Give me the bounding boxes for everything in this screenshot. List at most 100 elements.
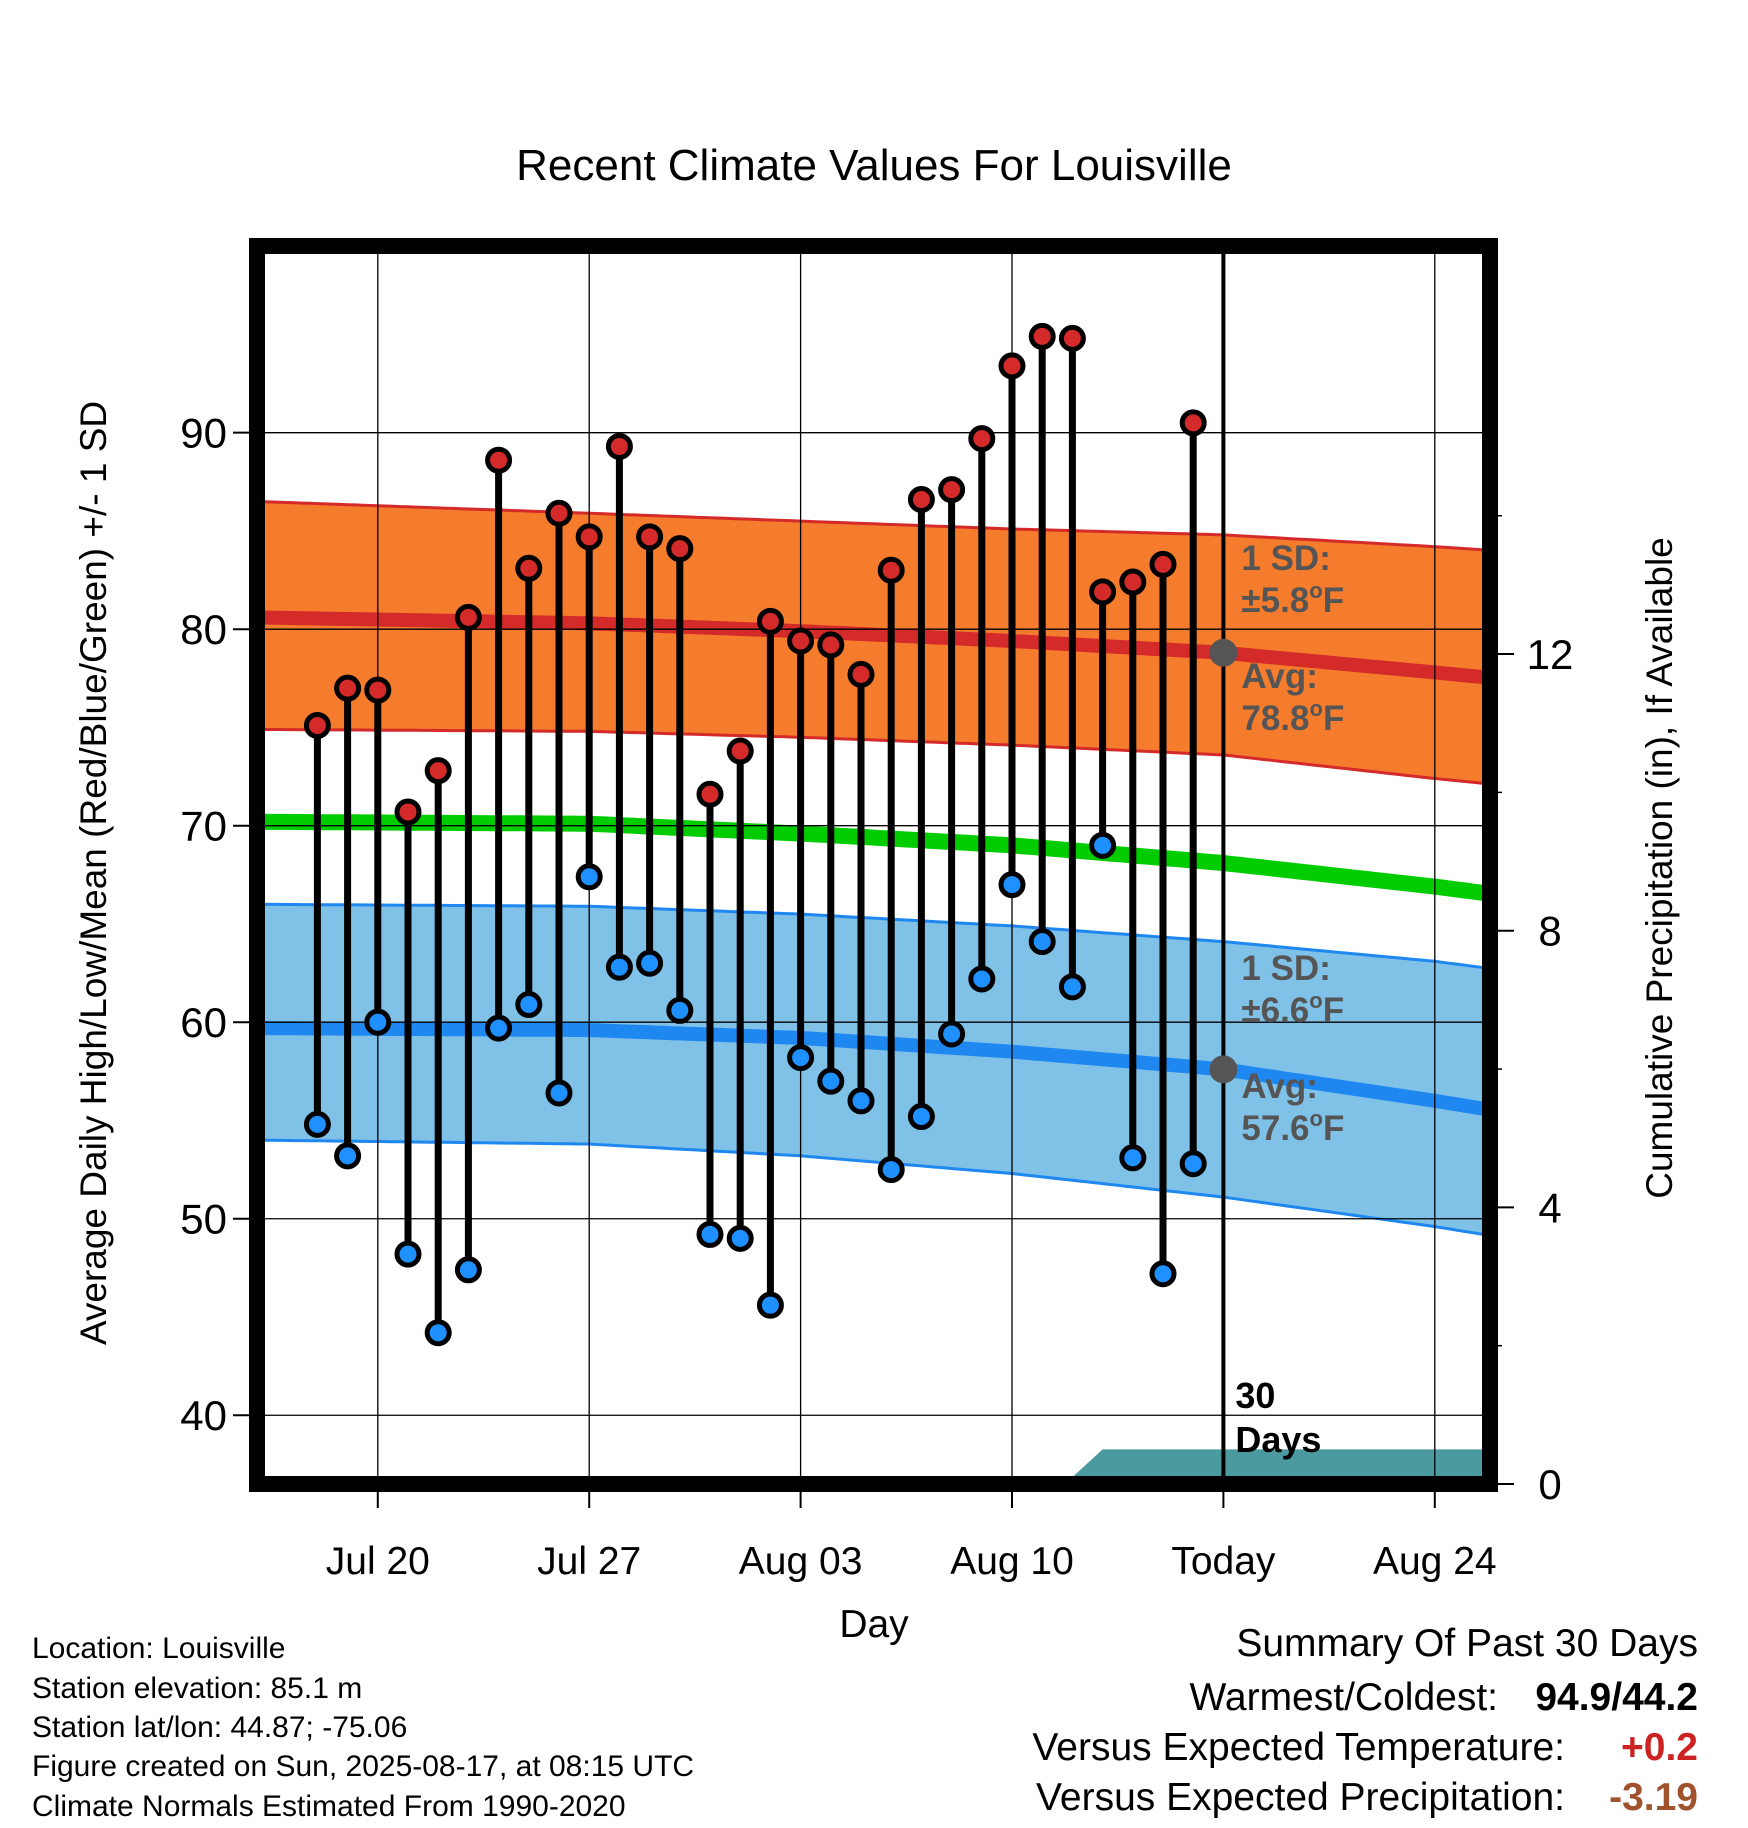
low-point xyxy=(424,1319,452,1347)
y-tick-label: 80 xyxy=(180,606,227,653)
low-point xyxy=(817,1067,845,1095)
high-point xyxy=(334,674,362,702)
summary-title: Summary Of Past 30 Days xyxy=(1236,1622,1698,1665)
low-point xyxy=(696,1220,724,1248)
precip-area xyxy=(257,1449,1496,1484)
high-point xyxy=(545,499,573,527)
chart-title: Recent Climate Values For Louisville xyxy=(516,141,1232,190)
axes: 40 50 60 70 80 90 0 4 8 12 Jul 20 Jul 27 Aug 03 Aug 1… xyxy=(180,410,1573,1583)
high-upper-edge xyxy=(256,500,1496,553)
high-point xyxy=(696,780,724,808)
high-point xyxy=(968,425,996,453)
footer-normals: Climate Normals Estimated From 1990-2020 xyxy=(32,1790,626,1823)
low-point xyxy=(1149,1260,1177,1288)
summary-precip-label: Versus Expected Precipitation: xyxy=(1036,1776,1565,1819)
low-point xyxy=(605,953,633,981)
high-point xyxy=(1179,409,1207,437)
x-tick-label: Today xyxy=(1171,1540,1276,1583)
low-point xyxy=(1179,1150,1207,1178)
summary-warmest-value: 94.9/44.2 xyxy=(1535,1676,1698,1719)
x-axis-label: Day xyxy=(839,1603,909,1646)
high-point xyxy=(666,535,694,563)
y-tick-label: 60 xyxy=(180,999,227,1046)
low-point xyxy=(968,965,996,993)
low-point xyxy=(364,1008,392,1036)
high-point xyxy=(907,485,935,513)
low-point xyxy=(636,949,664,977)
summary-temp-label: Versus Expected Temperature: xyxy=(1032,1726,1565,1769)
low-point xyxy=(303,1110,331,1138)
low-point xyxy=(485,1014,513,1042)
high-sd-value: ±5.8oF xyxy=(1241,578,1344,620)
footer-latlon: Station lat/lon: 44.87; -75.06 xyxy=(32,1711,407,1744)
low-point xyxy=(998,871,1026,899)
high-point xyxy=(1149,550,1177,578)
high-point xyxy=(817,631,845,659)
high-point xyxy=(756,607,784,635)
mean-avg-line xyxy=(257,813,1497,903)
high-sd-band xyxy=(257,501,1496,785)
low-point xyxy=(666,996,694,1024)
high-point xyxy=(605,432,633,460)
summary-warmest-label: Warmest/Coldest: xyxy=(1190,1676,1498,1719)
y-tick-label: 70 xyxy=(180,803,227,850)
high-point xyxy=(1058,324,1086,352)
x-tick-label: Aug 24 xyxy=(1373,1540,1497,1583)
high-point xyxy=(454,603,482,631)
high-point xyxy=(847,660,875,688)
y2-tick-label: 12 xyxy=(1527,631,1574,678)
low-point xyxy=(1089,831,1117,859)
high-point xyxy=(877,556,905,584)
high-avg-label: Avg: xyxy=(1241,657,1317,696)
high-point xyxy=(1028,322,1056,350)
low-avg-value: 57.6oF xyxy=(1241,1106,1344,1148)
y2-axis-label: Cumulative Precipitation (in), If Availa… xyxy=(1639,537,1680,1199)
low-point xyxy=(907,1103,935,1131)
low-avg-line xyxy=(257,1021,1497,1118)
today-days-label: 30 xyxy=(1235,1375,1275,1416)
low-upper-edge xyxy=(257,902,1496,971)
high-point xyxy=(726,737,754,765)
y-tick-label: 90 xyxy=(180,410,227,457)
x-tick-label: Jul 20 xyxy=(326,1540,430,1583)
high-point xyxy=(998,352,1026,380)
y2-tick-label: 4 xyxy=(1538,1184,1561,1231)
high-point xyxy=(575,523,603,551)
high-sd-label: 1 SD: xyxy=(1241,539,1330,578)
high-point xyxy=(1089,578,1117,606)
frame xyxy=(249,238,1498,1492)
high-point xyxy=(364,676,392,704)
daily-range-bars xyxy=(303,322,1207,1347)
low-point xyxy=(847,1087,875,1115)
x-tick-label: Jul 27 xyxy=(537,1540,641,1583)
low-sd-value: ±6.6oF xyxy=(1241,988,1344,1030)
y-axis-label: Average Daily High/Low/Mean (Red/Blue/Gr… xyxy=(73,401,114,1345)
high-point xyxy=(485,446,513,474)
y-tick-label: 40 xyxy=(180,1392,227,1439)
footer-location: Location: Louisville xyxy=(32,1632,286,1665)
high-avg-dot xyxy=(1209,638,1238,667)
high-avg-value: 78.8oF xyxy=(1241,696,1344,738)
low-point xyxy=(575,863,603,891)
low-point xyxy=(515,991,543,1019)
summary-temp-value: +0.2 xyxy=(1621,1726,1698,1769)
x-tick-label: Aug 10 xyxy=(950,1540,1074,1583)
high-point xyxy=(515,554,543,582)
footer-created: Figure created on Sun, 2025-08-17, at 08… xyxy=(32,1750,694,1783)
high-point xyxy=(1119,568,1147,596)
y2-tick-label: 8 xyxy=(1538,908,1561,955)
high-lower-edge xyxy=(256,727,1496,786)
low-point xyxy=(726,1224,754,1252)
plot-frame xyxy=(249,238,1498,1492)
today-days-label: Days xyxy=(1235,1419,1321,1460)
high-point xyxy=(424,757,452,785)
low-point xyxy=(545,1079,573,1107)
x-tick-label: Aug 03 xyxy=(739,1540,863,1583)
low-point xyxy=(454,1256,482,1284)
low-lower-edge xyxy=(256,1138,1496,1238)
high-point xyxy=(938,476,966,504)
footer-elevation: Station elevation: 85.1 m xyxy=(32,1672,362,1705)
